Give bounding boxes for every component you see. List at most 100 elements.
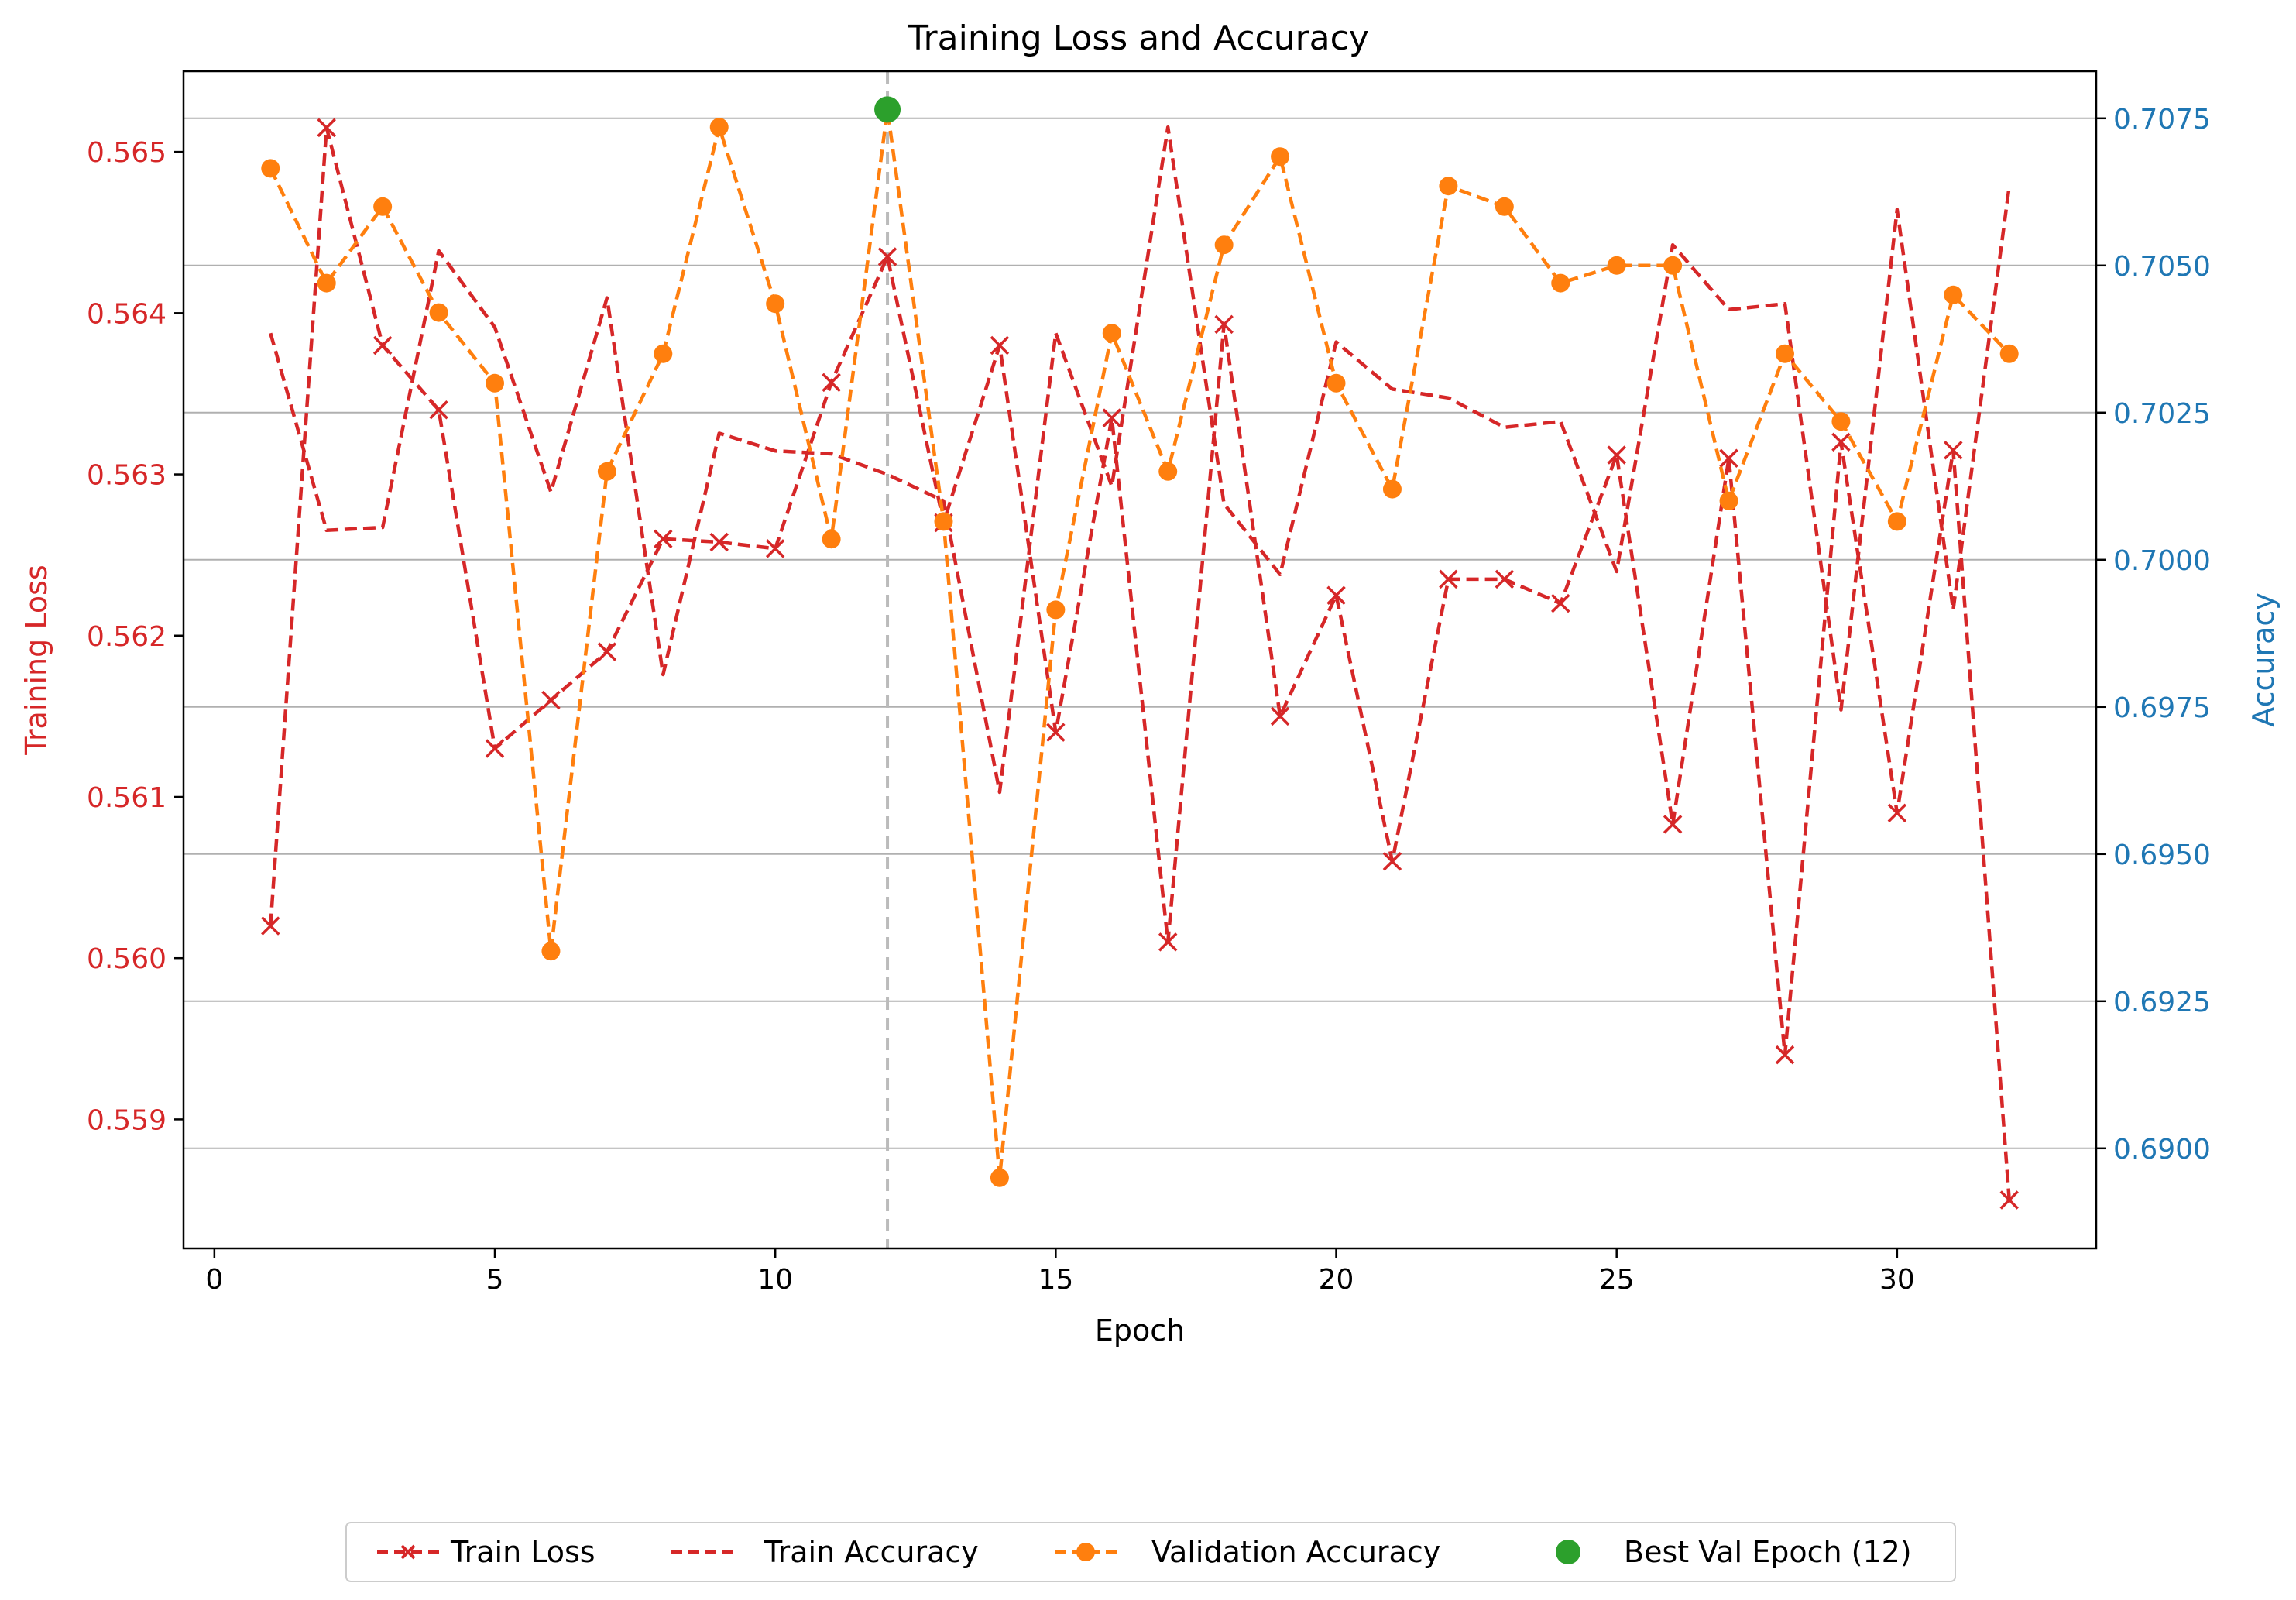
train-loss-point — [877, 247, 897, 266]
validation-accuracy-point — [373, 197, 393, 216]
x-tick-label: 5 — [486, 1264, 504, 1296]
validation-accuracy-point — [317, 273, 336, 293]
validation-accuracy-point — [1831, 412, 1851, 431]
train-loss-point — [429, 400, 448, 420]
right-axis-label: Accuracy — [2246, 592, 2281, 727]
validation-accuracy-point — [597, 462, 616, 481]
series-line-validation-accuracy — [269, 108, 2011, 1180]
left-tick-label: 0.560 — [87, 943, 166, 975]
legend-label-train-accuracy: Train Accuracy — [764, 1535, 979, 1569]
validation-accuracy-point — [1214, 235, 1234, 255]
best-marker-icon — [1556, 1540, 1580, 1564]
legend: Train Loss Train Accuracy Validation Acc… — [345, 1522, 1956, 1582]
validation-accuracy-point — [709, 118, 729, 137]
validation-accuracy-point — [1439, 177, 1458, 196]
train-loss-point — [765, 539, 785, 558]
legend-label-best-val-epoch: Best Val Epoch (12) — [1624, 1535, 1912, 1569]
train-loss-point — [990, 335, 1010, 355]
train-loss-point — [1326, 585, 1346, 605]
right-tick-label: 0.7050 — [2113, 251, 2211, 283]
legend-item-best-val-epoch: Best Val Epoch (12) — [1556, 1535, 1912, 1569]
x-axis-label: Epoch — [1095, 1313, 1185, 1348]
train-loss-point — [1607, 445, 1626, 465]
x-tick-label: 0 — [205, 1264, 223, 1296]
train-loss-point — [1439, 569, 1458, 589]
validation-accuracy-point — [541, 942, 561, 961]
left-tick-label: 0.561 — [87, 782, 166, 814]
validation-accuracy-point — [1944, 285, 1963, 304]
train-loss-point — [1831, 432, 1851, 452]
left-tick-label: 0.562 — [87, 621, 166, 653]
left-axis-label: Training Loss — [19, 565, 53, 755]
right-axis-ticks: 0.6900 0.6925 0.6950 0.6975 0.7000 0.7025 0.70… — [2096, 104, 2211, 1166]
train-loss-point — [1382, 852, 1402, 871]
train-loss-point — [654, 529, 673, 549]
x-marker-icon — [400, 1544, 416, 1560]
series-validation-accuracy — [261, 100, 2019, 1187]
validation-accuracy-point — [1663, 256, 1683, 275]
train-loss-point — [1102, 408, 1122, 427]
train-loss-point — [597, 642, 617, 661]
series-layer — [261, 96, 2019, 1210]
validation-accuracy-point — [990, 1168, 1009, 1187]
validation-accuracy-point — [429, 303, 448, 322]
train-loss-point — [541, 690, 561, 710]
series-train-accuracy — [269, 125, 2011, 795]
right-tick-label: 0.7075 — [2113, 104, 2211, 136]
x-tick-label: 10 — [757, 1264, 793, 1296]
x-tick-label: 20 — [1319, 1264, 1354, 1296]
x-tick-label: 30 — [1879, 1264, 1915, 1296]
right-tick-label: 0.6900 — [2113, 1134, 2211, 1166]
train-loss-point — [1944, 441, 1963, 460]
validation-accuracy-point — [261, 159, 280, 178]
legend-item-train-loss: Train Loss — [377, 1535, 595, 1569]
left-tick-label: 0.564 — [87, 298, 166, 330]
legend-item-validation-accuracy: Validation Accuracy — [1055, 1535, 1440, 1569]
validation-accuracy-point — [766, 294, 785, 314]
train-loss-point — [1999, 1190, 2019, 1210]
train-loss-point — [1887, 803, 1907, 823]
best-val-epoch-point — [874, 96, 901, 123]
legend-label-validation-accuracy: Validation Accuracy — [1151, 1535, 1440, 1569]
train-loss-point — [1495, 569, 1515, 589]
right-tick-label: 0.6975 — [2113, 692, 2211, 724]
train-loss-point — [709, 532, 729, 552]
train-loss-point — [1775, 1045, 1795, 1065]
circle-marker-icon — [1076, 1543, 1095, 1561]
validation-accuracy-point — [1271, 147, 1290, 167]
right-tick-label: 0.7000 — [2113, 545, 2211, 577]
train-loss-point — [261, 916, 280, 936]
right-tick-label: 0.6925 — [2113, 987, 2211, 1018]
validation-accuracy-point — [934, 512, 953, 531]
train-loss-point — [485, 739, 505, 758]
validation-accuracy-point — [1719, 491, 1738, 510]
validation-accuracy-point — [1999, 344, 2019, 363]
train-loss-point — [822, 373, 841, 393]
validation-accuracy-point — [654, 344, 673, 363]
series-line-train-accuracy — [269, 125, 2011, 795]
validation-accuracy-point — [1887, 512, 1906, 531]
validation-accuracy-point — [1607, 256, 1626, 275]
validation-accuracy-point — [822, 530, 841, 549]
validation-accuracy-point — [1102, 324, 1121, 343]
series-train-loss — [261, 118, 2019, 1210]
left-tick-label: 0.565 — [87, 137, 166, 169]
validation-accuracy-point — [486, 373, 505, 393]
legend-item-train-accuracy: Train Accuracy — [671, 1535, 979, 1569]
validation-accuracy-point — [1326, 373, 1346, 393]
plot-frame — [182, 70, 2098, 1250]
train-loss-point — [1046, 723, 1066, 742]
x-tick-label: 15 — [1038, 1264, 1073, 1296]
grid-lines — [184, 117, 2096, 1149]
chart-title: Training Loss and Accuracy — [907, 19, 1369, 58]
right-tick-label: 0.7025 — [2113, 398, 2211, 430]
series-line-train-loss — [269, 125, 2011, 1200]
validation-accuracy-point — [1046, 600, 1066, 620]
train-loss-point — [1270, 706, 1290, 726]
legend-label-train-loss: Train Loss — [450, 1535, 595, 1569]
x-tick-label: 25 — [1599, 1264, 1635, 1296]
train-loss-point — [1158, 932, 1178, 952]
train-loss-point — [1551, 593, 1570, 613]
